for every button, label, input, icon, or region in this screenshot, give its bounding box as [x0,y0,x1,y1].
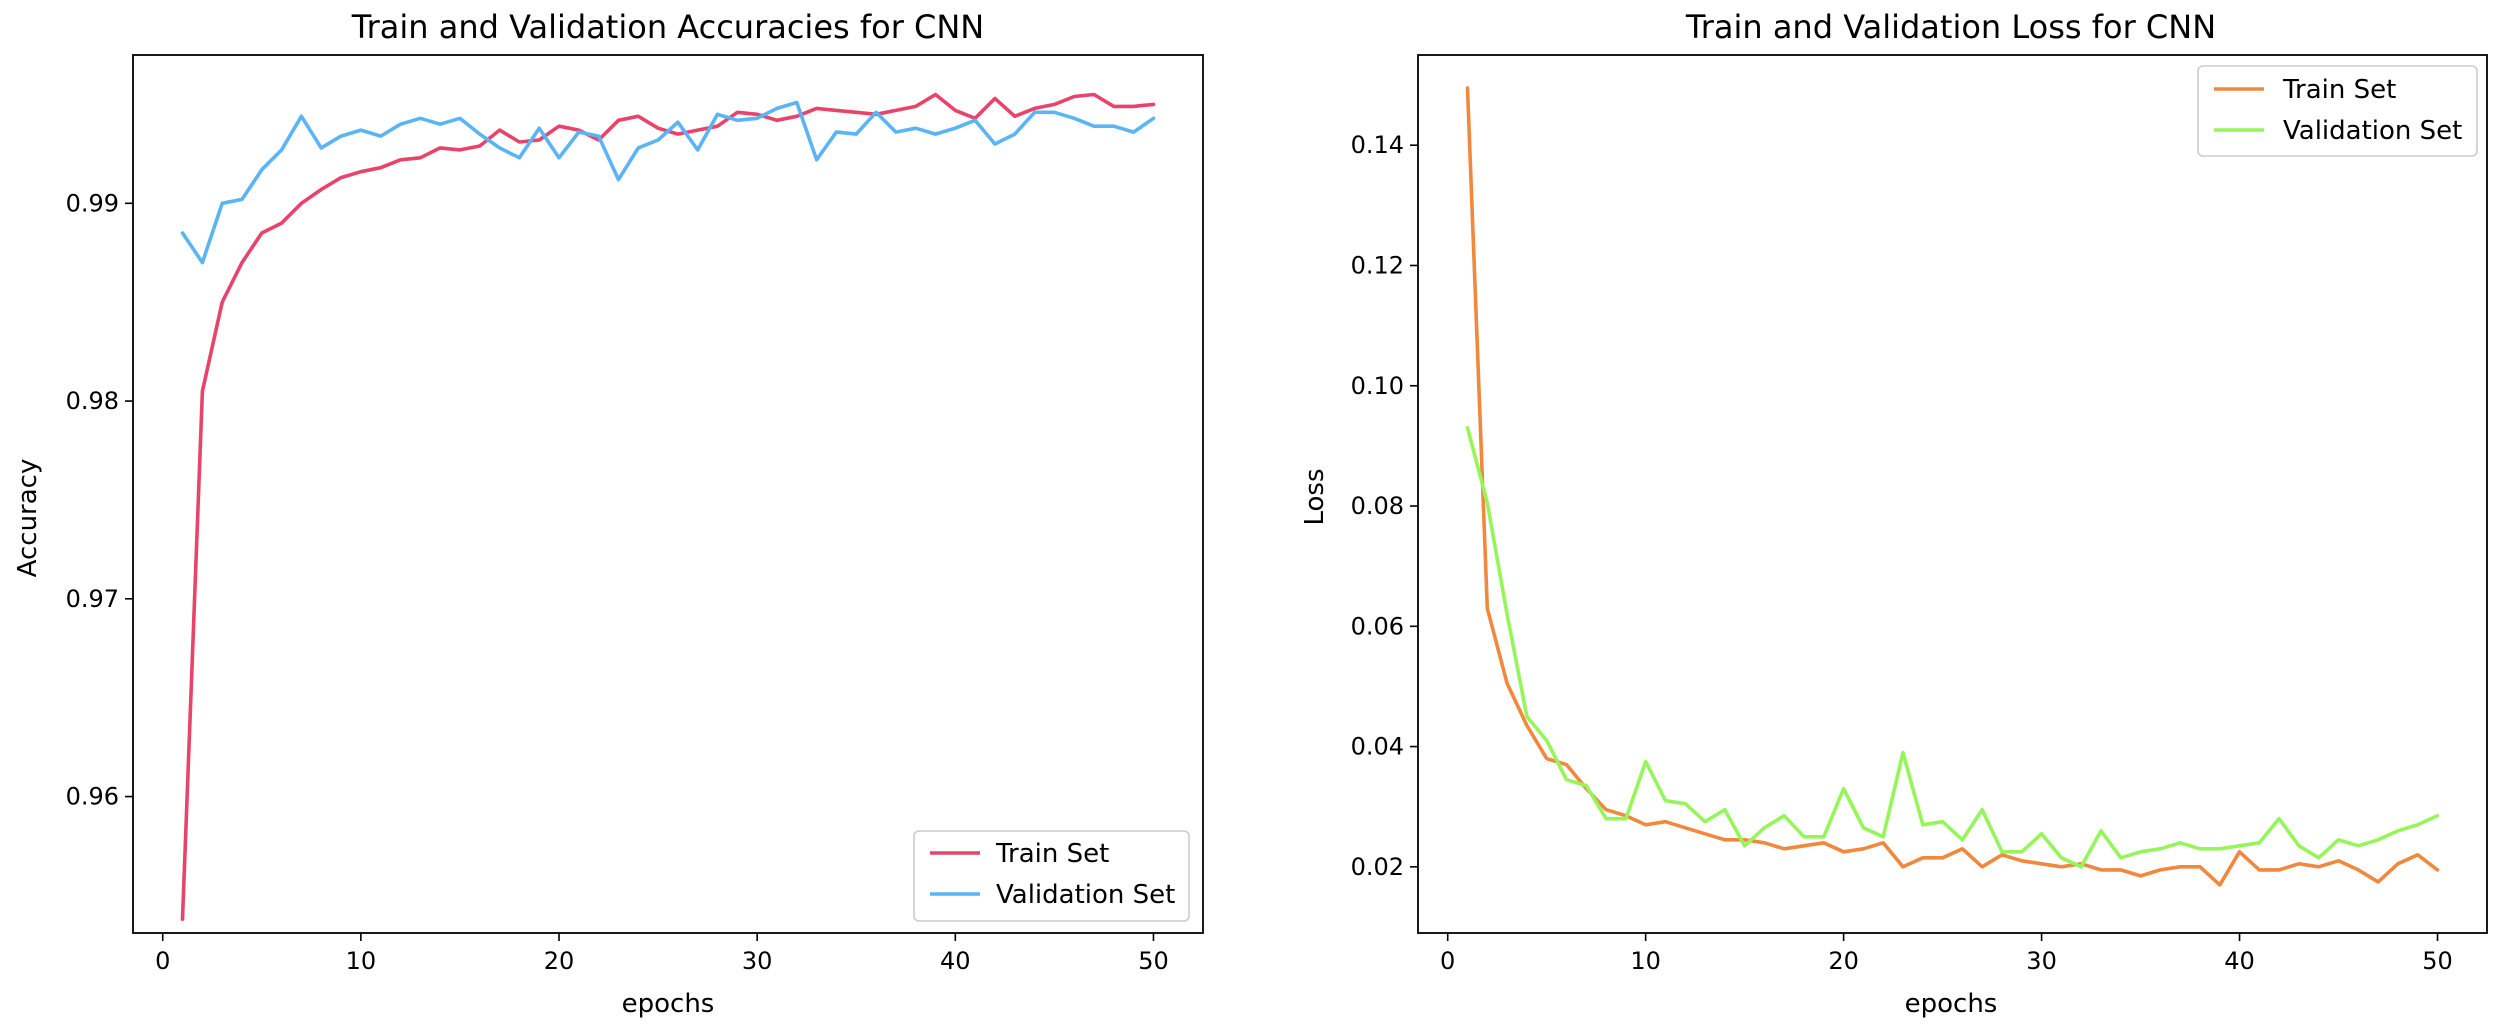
accuracy-x-ticks: 0 10 20 30 40 50 [155,933,1169,975]
accuracy-x-axis-label: epochs [622,989,715,1019]
accuracy-x-tick-label: 10 [346,947,377,975]
loss-y-ticks: 0.02 0.04 0.06 0.08 0.10 0.12 0.14 [1351,131,1418,881]
loss-x-tick-label: 20 [1828,947,1859,975]
loss-series-lines [1465,86,2440,887]
loss-y-tick-label: 0.02 [1351,853,1404,881]
accuracy-series-line-validation [180,100,1156,265]
accuracy-legend-train-label: Train Set [995,839,1109,869]
loss-y-tick-label: 0.10 [1351,372,1404,400]
accuracy-series-lines [180,92,1156,922]
accuracy-legend: Train Set Validation Set [913,830,1190,922]
loss-x-tick-label: 40 [2224,947,2255,975]
loss-series-line-train [1465,86,2440,887]
loss-y-tick-label: 0.04 [1351,733,1404,761]
accuracy-y-axis-label: Accuracy [13,459,43,578]
loss-x-axis-label: epochs [1905,989,1998,1019]
loss-series-line-validation [1465,425,2440,869]
loss-legend: Train Set Validation Set [2197,65,2478,157]
loss-x-ticks: 0 10 20 30 40 50 [1440,933,2453,975]
accuracy-y-tick-label: 0.98 [66,387,119,415]
loss-x-tick-label: 10 [1630,947,1661,975]
loss-y-tick-label: 0.14 [1351,131,1404,159]
accuracy-x-tick-label: 40 [940,947,971,975]
loss-x-tick-label: 30 [2026,947,2057,975]
loss-y-tick-label: 0.12 [1351,251,1404,279]
loss-legend-train-label: Train Set [2282,75,2396,105]
loss-chart-title: Train and Validation Loss for CNN [1685,8,2216,46]
accuracy-x-tick-label: 30 [742,947,773,975]
accuracy-y-tick-label: 0.96 [66,783,119,811]
loss-legend-validation-label: Validation Set [2283,116,2462,146]
accuracy-x-tick-label: 20 [544,947,575,975]
loss-plot-frame [1417,54,2488,934]
accuracy-legend-box [913,830,1190,922]
accuracy-legend-validation-label: Validation Set [996,880,1175,910]
accuracy-y-tick-label: 0.99 [66,189,119,217]
loss-y-axis-label: Loss [1300,468,1330,525]
accuracy-series-line-train [180,92,1156,922]
loss-chart: Train and Validation Loss for CNN 0 10 20 3… [1300,8,2488,1019]
accuracy-plot-frame [132,54,1204,934]
accuracy-chart: Train and Validation Accuracies for CNN … [13,8,1204,1019]
accuracy-x-tick-label: 50 [1138,947,1169,975]
accuracy-y-ticks: 0.96 0.97 0.98 0.99 [66,189,133,811]
accuracy-x-tick-label: 0 [155,947,170,975]
accuracy-chart-title: Train and Validation Accuracies for CNN [351,8,984,46]
loss-legend-box [2197,65,2478,157]
loss-y-tick-label: 0.06 [1351,612,1404,640]
loss-y-tick-label: 0.08 [1351,492,1404,520]
accuracy-y-tick-label: 0.97 [66,585,119,613]
loss-x-tick-label: 50 [2422,947,2453,975]
loss-x-tick-label: 0 [1440,947,1455,975]
